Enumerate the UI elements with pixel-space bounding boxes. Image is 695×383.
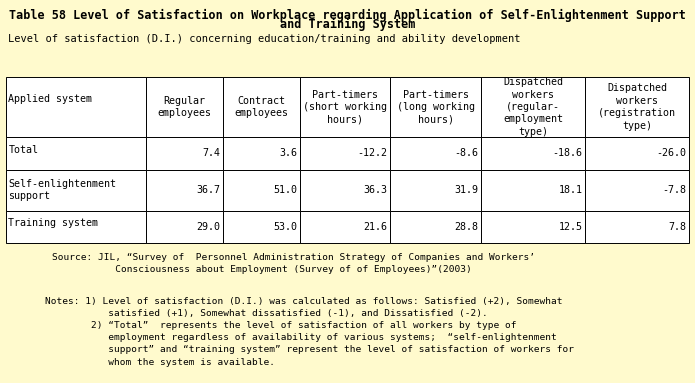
Text: Dispatched
workers
(registration
type): Dispatched workers (registration type): [598, 83, 676, 131]
Text: Notes: 1) Level of satisfaction (D.I.) was calculated as follows: Satisfied (+2): Notes: 1) Level of satisfaction (D.I.) w…: [45, 297, 574, 367]
Text: 7.8: 7.8: [669, 222, 687, 232]
Text: Regular
employees: Regular employees: [158, 96, 211, 118]
Text: Self-enlightenment
support: Self-enlightenment support: [8, 179, 116, 201]
Text: Table 58 Level of Satisfaction on Workplace regarding Application of Self-Enligh: Table 58 Level of Satisfaction on Workpl…: [9, 8, 686, 21]
Text: 21.6: 21.6: [363, 222, 388, 232]
Text: -18.6: -18.6: [553, 149, 582, 159]
Text: Level of satisfaction (D.I.) concerning education/training and ability developme: Level of satisfaction (D.I.) concerning …: [8, 34, 521, 44]
Text: 29.0: 29.0: [196, 222, 220, 232]
Text: -7.8: -7.8: [662, 185, 687, 195]
Text: -8.6: -8.6: [454, 149, 478, 159]
Text: 18.1: 18.1: [558, 185, 582, 195]
Text: 53.0: 53.0: [273, 222, 297, 232]
Text: -12.2: -12.2: [358, 149, 388, 159]
Text: Part-timers
(short working
hours): Part-timers (short working hours): [303, 90, 387, 124]
Text: -26.0: -26.0: [657, 149, 687, 159]
Text: Part-timers
(long working
hours): Part-timers (long working hours): [397, 90, 475, 124]
Text: 51.0: 51.0: [273, 185, 297, 195]
Text: Training system: Training system: [8, 218, 98, 228]
Text: Source: JIL, “Survey of  Personnel Administration Strategy of Companies and Work: Source: JIL, “Survey of Personnel Admini…: [52, 253, 535, 274]
Text: and Training System: and Training System: [280, 18, 415, 31]
Text: Dispatched
workers
(regular-
employment
type): Dispatched workers (regular- employment …: [503, 77, 563, 137]
Text: Total: Total: [8, 144, 38, 154]
Text: 12.5: 12.5: [558, 222, 582, 232]
Text: 36.3: 36.3: [363, 185, 388, 195]
Text: 7.4: 7.4: [202, 149, 220, 159]
Text: Contract
employees: Contract employees: [234, 96, 288, 118]
Text: 36.7: 36.7: [196, 185, 220, 195]
Text: 28.8: 28.8: [454, 222, 478, 232]
Text: 31.9: 31.9: [454, 185, 478, 195]
Text: Applied system: Applied system: [8, 94, 92, 104]
Text: 3.6: 3.6: [279, 149, 297, 159]
